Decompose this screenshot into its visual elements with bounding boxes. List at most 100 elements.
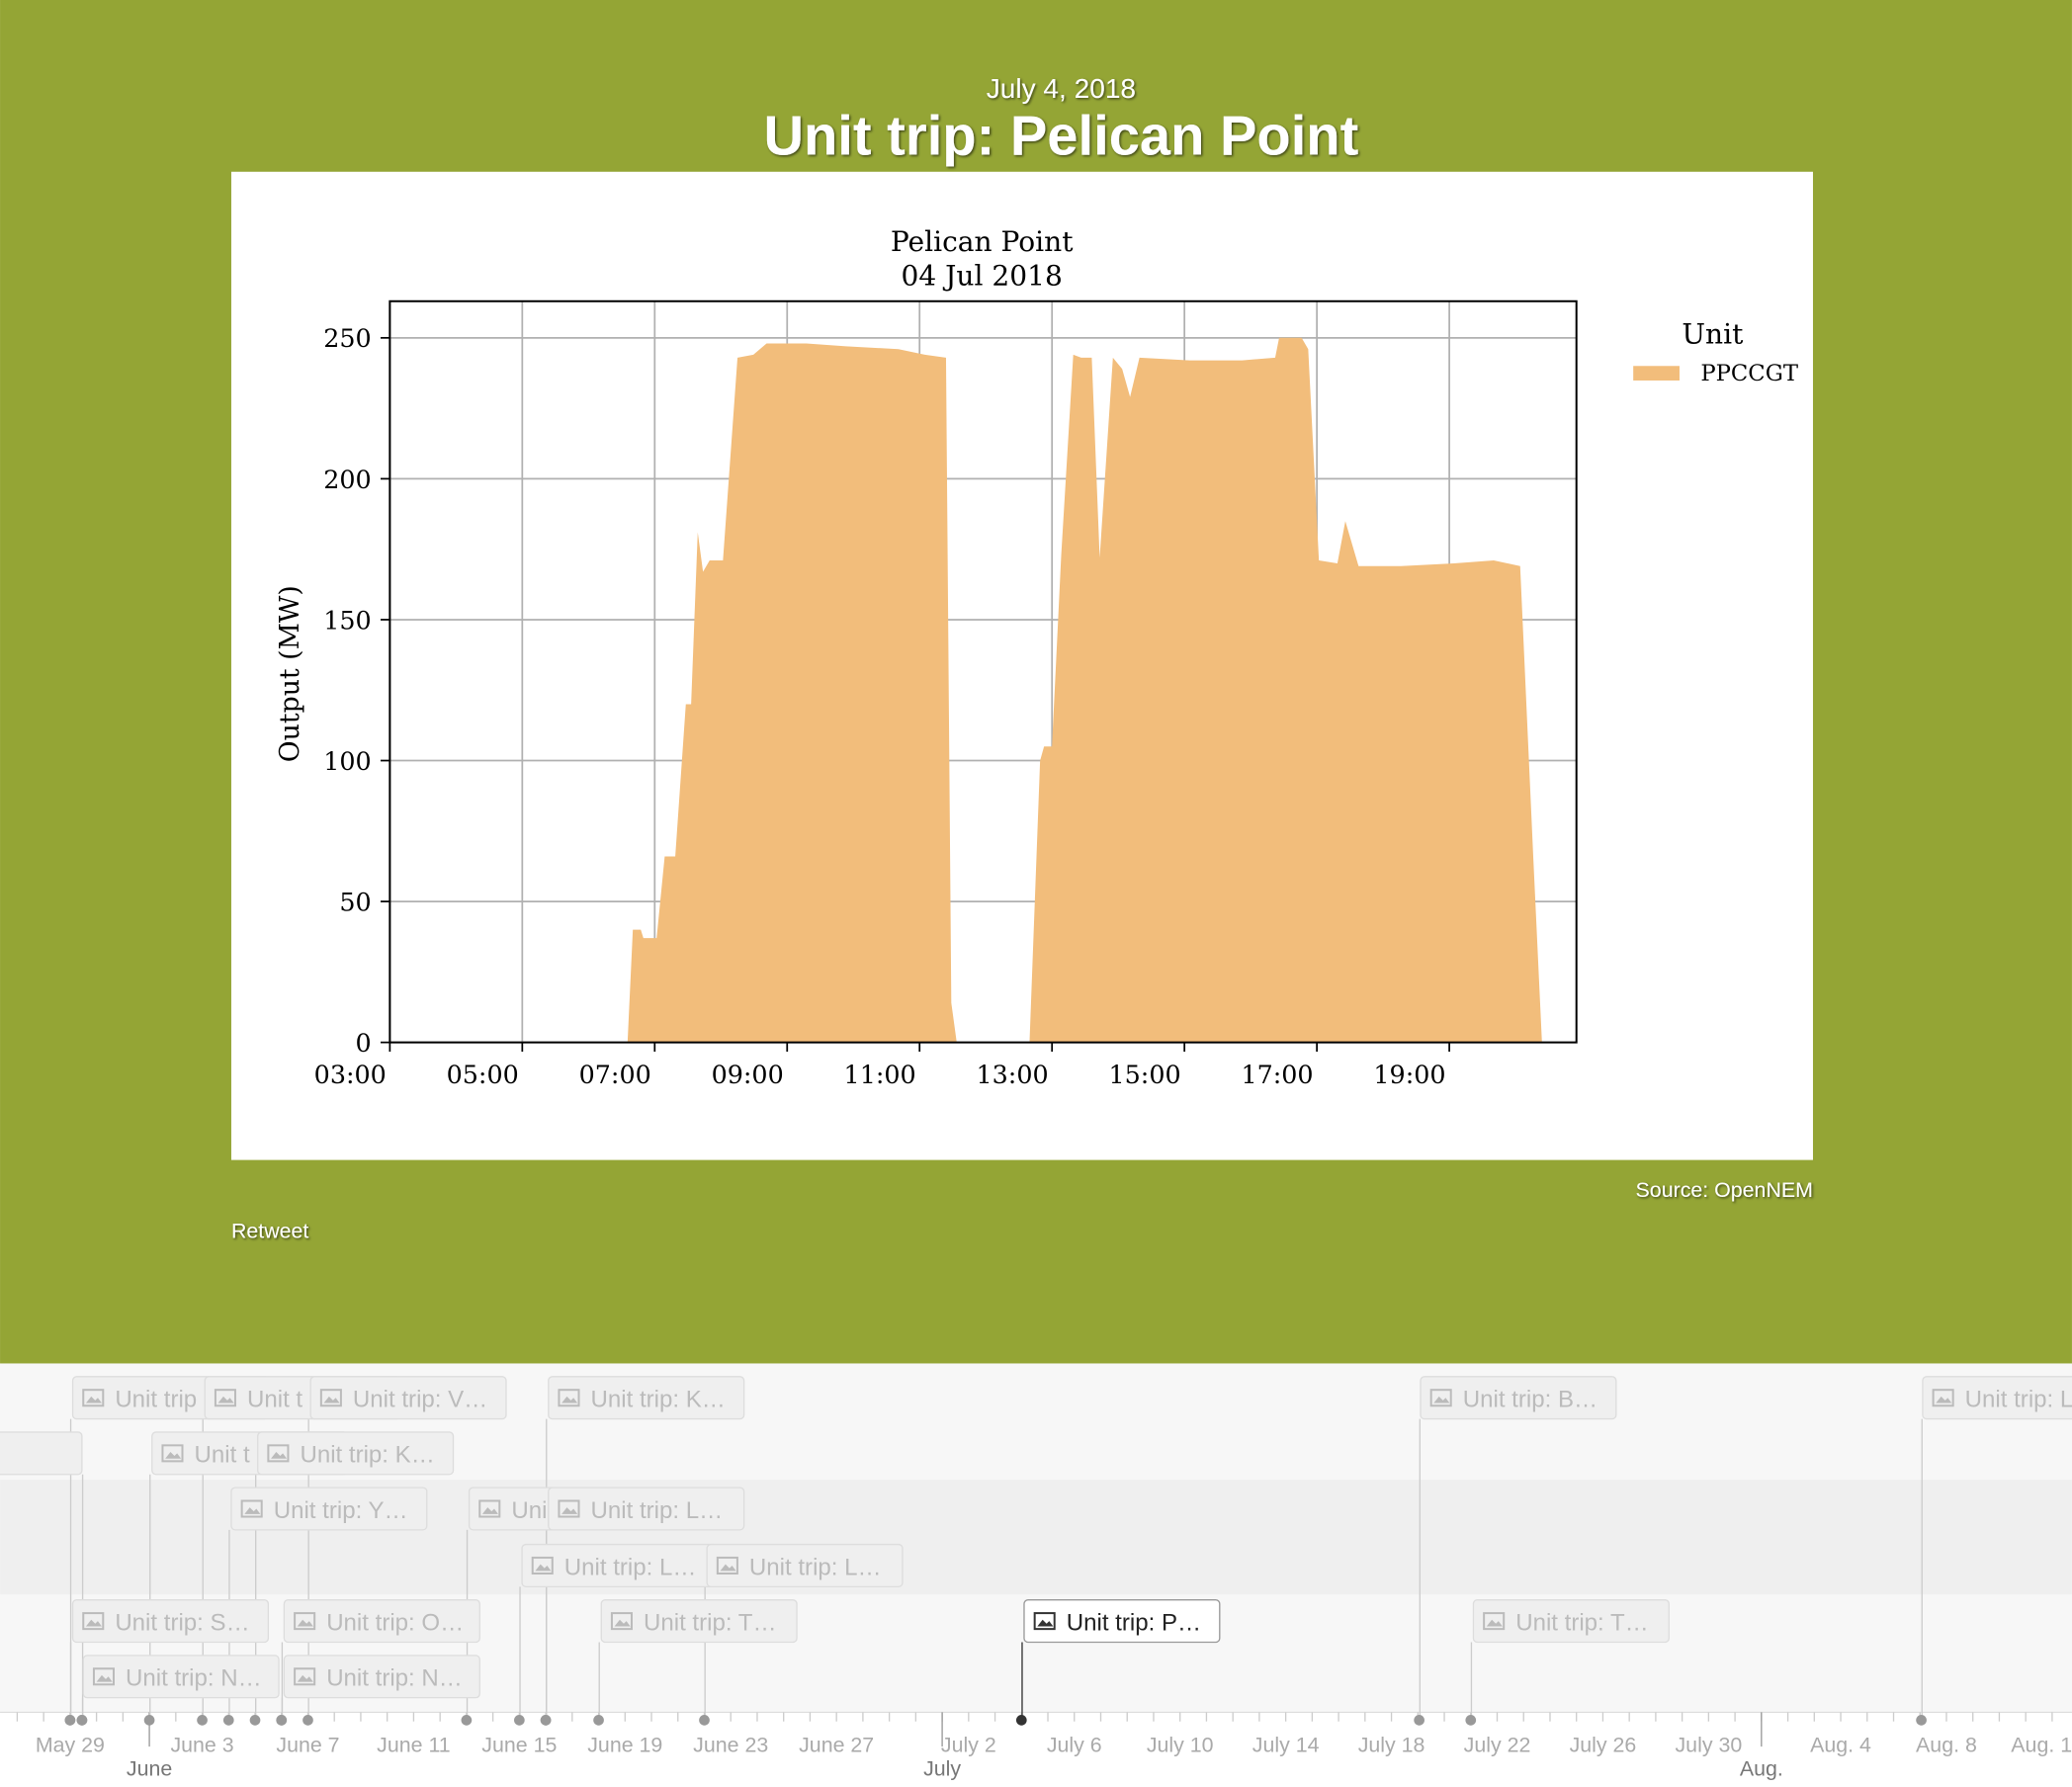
date-label: June 19: [587, 1733, 662, 1756]
x-tick-label: 19:00: [1373, 1060, 1445, 1089]
marker-label: Unit trip: T…: [1515, 1609, 1649, 1636]
marker-icon: [1429, 1389, 1452, 1407]
marker-icon-glyph: [85, 1619, 102, 1627]
marker[interactable]: Unit trip: V…: [309, 1376, 507, 1420]
marker[interactable]: Unit trip: S…: [71, 1599, 270, 1644]
marker-icon: [294, 1667, 316, 1686]
marker-label: Unit trip: [115, 1387, 197, 1413]
source: Source: OpenNEM: [1636, 1178, 1813, 1202]
marker-icon-glyph: [1433, 1396, 1450, 1404]
marker-label: Unit trip: Y…: [274, 1497, 408, 1524]
marker-label: Unit trip: P…: [1067, 1609, 1201, 1636]
timeline: May 29 June 3 June 7 June 11 June 15 June 19 J…: [0, 1363, 2072, 1787]
slide-title: Unit trip: Pelican Point: [763, 104, 1358, 166]
x-tick-label: 11:00: [844, 1060, 916, 1089]
chart: Pelican Point 04 Jul 2018 Output (MW) 05…: [275, 225, 1798, 1089]
month-label: July: [923, 1757, 961, 1781]
marker-icon: [214, 1389, 236, 1407]
marker-dot: [249, 1715, 261, 1726]
marker-box: [0, 1431, 83, 1476]
y-tick-label: 100: [323, 746, 371, 776]
date-label: July 14: [1252, 1733, 1320, 1756]
marker-label: Unit trip: K…: [300, 1442, 434, 1469]
marker[interactable]: Unit trip: T…: [600, 1599, 798, 1644]
marker[interactable]: Unit trip: L: [1922, 1376, 2072, 1420]
x-tick-label: 09:00: [712, 1060, 784, 1089]
marker-box: [1023, 1599, 1221, 1644]
marker-box: [82, 1655, 280, 1699]
x-tick-label: 05:00: [447, 1060, 519, 1089]
x-tick-label: 03:00: [314, 1060, 387, 1089]
date-label: June 23: [693, 1733, 768, 1756]
marker-dot: [1015, 1715, 1027, 1726]
marker-icon-glyph: [720, 1564, 736, 1572]
marker-box: [1922, 1376, 2072, 1420]
legend-label: PPCCGT: [1700, 361, 1798, 386]
legend-swatch: [1633, 366, 1680, 381]
legend-title: Unit: [1682, 318, 1744, 351]
chart-title: Pelican Point: [891, 225, 1074, 258]
marker[interactable]: Unit trip: Y…: [230, 1487, 428, 1531]
date-label: July 26: [1570, 1733, 1637, 1756]
y-tick-label: 200: [323, 465, 371, 494]
marker-dot: [76, 1715, 88, 1726]
marker-icon-glyph: [96, 1674, 113, 1682]
marker-box: [1420, 1376, 1617, 1420]
marker-label: Unit trip: N…: [126, 1665, 262, 1692]
marker[interactable]: Unit trip: N…: [283, 1655, 480, 1699]
date-label: July 18: [1358, 1733, 1425, 1756]
marker-dot: [1916, 1715, 1927, 1726]
marker-icon-glyph: [1936, 1396, 1952, 1404]
date-label: June 15: [481, 1733, 557, 1756]
marker[interactable]: Unit trip: N…: [82, 1655, 280, 1699]
marker-icon-glyph: [535, 1564, 552, 1572]
marker-dot: [197, 1715, 208, 1726]
x-tick-label: 17:00: [1241, 1060, 1313, 1089]
marker-icon: [531, 1556, 554, 1574]
marker-dot: [222, 1715, 234, 1726]
marker-icon-glyph: [165, 1452, 182, 1459]
date-label: May 29: [36, 1733, 105, 1756]
marker-label: Unit trip: O…: [326, 1609, 464, 1636]
marker[interactable]: Unit trip: L…: [706, 1543, 904, 1588]
marker[interactable]: p: G…: [0, 1431, 83, 1476]
marker-label: Unit trip: L…: [564, 1554, 697, 1580]
marker[interactable]: Unit trip: L…: [548, 1487, 745, 1531]
marker[interactable]: Unit trip: K…: [257, 1431, 455, 1476]
date-label: Aug. 8: [1916, 1733, 1977, 1756]
retweet[interactable]: Retweet: [231, 1219, 308, 1242]
marker[interactable]: Unit trip: B…: [1420, 1376, 1617, 1420]
marker-dot: [143, 1715, 155, 1726]
y-tick-label: 250: [323, 323, 371, 353]
marker-label: Unit trip: T…: [644, 1609, 777, 1636]
marker-dot: [461, 1715, 473, 1726]
plot-border: [388, 299, 1578, 1044]
marker[interactable]: Unit trip: T…: [1472, 1599, 1670, 1644]
date-label: June 7: [276, 1733, 339, 1756]
date-label: July 2: [941, 1733, 996, 1756]
marker-box: [230, 1487, 428, 1531]
marker-icon: [1033, 1612, 1056, 1631]
marker[interactable]: Unit trip: L…: [521, 1543, 719, 1588]
month-label: June: [127, 1757, 172, 1781]
marker-box: [309, 1376, 507, 1420]
marker-icon: [319, 1389, 342, 1407]
marker-box: [283, 1599, 480, 1644]
marker-label: Unit trip: L…: [591, 1497, 724, 1524]
date-label: Aug. 4: [1810, 1733, 1871, 1756]
marker-dot: [540, 1715, 552, 1726]
marker[interactable]: Unit trip: P…: [1023, 1599, 1221, 1644]
marker-dot: [514, 1715, 525, 1726]
marker-icon: [610, 1612, 633, 1631]
marker-icon: [558, 1389, 580, 1407]
marker-icon: [1483, 1612, 1506, 1631]
date-label: July 22: [1464, 1733, 1531, 1756]
marker-dot: [699, 1715, 710, 1726]
marker-icon-glyph: [481, 1507, 498, 1514]
marker-dot: [302, 1715, 313, 1726]
date-label: July 10: [1147, 1733, 1214, 1756]
date-label: July 30: [1676, 1733, 1743, 1756]
marker[interactable]: Unit trip: K…: [548, 1376, 745, 1420]
marker[interactable]: Unit trip: O…: [283, 1599, 480, 1644]
